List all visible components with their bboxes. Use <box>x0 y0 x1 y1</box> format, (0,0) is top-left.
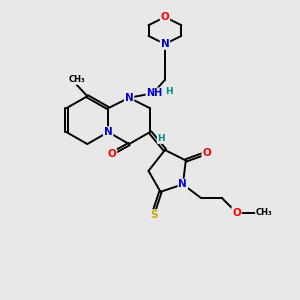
Text: N: N <box>160 39 169 49</box>
Text: O: O <box>108 149 116 160</box>
Text: CH₃: CH₃ <box>68 75 85 84</box>
Text: O: O <box>202 148 211 158</box>
Text: H: H <box>158 134 165 143</box>
Text: N: N <box>178 179 187 189</box>
Text: S: S <box>151 210 158 220</box>
Text: O: O <box>160 12 169 22</box>
Text: N: N <box>104 127 112 137</box>
Text: N: N <box>125 93 134 103</box>
Text: O: O <box>232 208 241 218</box>
Text: H: H <box>165 87 172 96</box>
Text: CH₃: CH₃ <box>256 208 272 217</box>
Text: NH: NH <box>146 88 163 98</box>
